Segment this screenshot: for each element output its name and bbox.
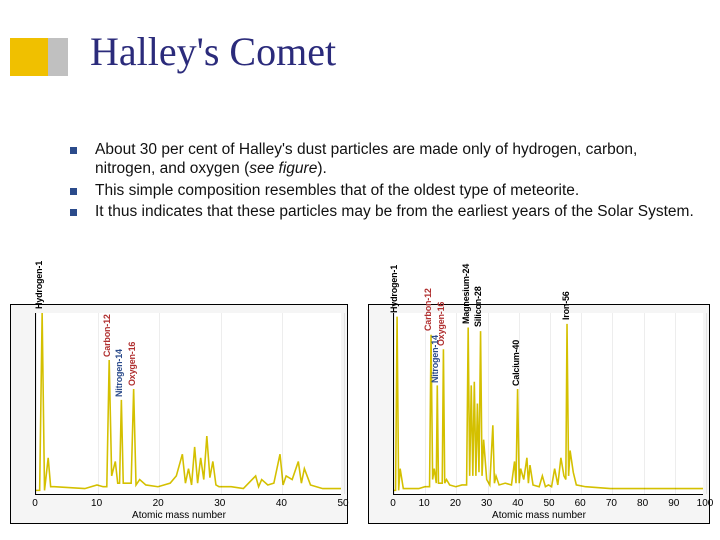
peak-label: Carbon-12 xyxy=(102,314,112,357)
x-tick: 0 xyxy=(32,498,38,509)
title-accent xyxy=(10,38,68,76)
bullet-icon xyxy=(70,188,77,195)
x-tick: 50 xyxy=(337,498,348,509)
x-tick: 70 xyxy=(606,498,617,509)
peak-label: Nitrogen-14 xyxy=(114,350,124,398)
x-tick: 40 xyxy=(276,498,287,509)
spectrum-chart-left: Atomic mass number 01020304050Hydrogen-1… xyxy=(10,304,348,524)
gridline xyxy=(98,313,99,494)
bullet-icon xyxy=(70,147,77,154)
gridline xyxy=(581,313,582,494)
peak-label: Calcium-40 xyxy=(511,340,521,386)
gridline xyxy=(36,313,37,494)
gridline xyxy=(488,313,489,494)
plot-area xyxy=(35,313,341,495)
bullet-text: This simple composition resembles that o… xyxy=(95,181,579,200)
gridline xyxy=(644,313,645,494)
x-tick: 0 xyxy=(390,498,396,509)
peak-label: Hydrogen-1 xyxy=(34,261,44,309)
x-axis-label: Atomic mass number xyxy=(11,510,347,521)
x-tick: 30 xyxy=(214,498,225,509)
x-tick: 60 xyxy=(575,498,586,509)
x-tick: 80 xyxy=(637,498,648,509)
x-tick: 20 xyxy=(450,498,461,509)
charts-row: Atomic mass number 01020304050Hydrogen-1… xyxy=(0,304,720,524)
peak-label: Carbon-12 xyxy=(423,288,433,331)
x-axis-label: Atomic mass number xyxy=(369,510,709,521)
x-tick: 10 xyxy=(91,498,102,509)
list-item: This simple composition resembles that o… xyxy=(70,181,700,200)
x-tick: 50 xyxy=(543,498,554,509)
gridline xyxy=(612,313,613,494)
peak-label: Iron-56 xyxy=(561,291,571,320)
peak-label: Oxygen-16 xyxy=(127,342,137,386)
gridline xyxy=(394,313,395,494)
gridline xyxy=(456,313,457,494)
gridline xyxy=(282,313,283,494)
bullet-list: About 30 per cent of Halley's dust parti… xyxy=(70,140,700,224)
x-tick: 40 xyxy=(512,498,523,509)
spectrum-chart-right: Atomic mass number 010203040506070809010… xyxy=(368,304,710,524)
spectrum-trace xyxy=(36,313,341,490)
x-tick: 20 xyxy=(153,498,164,509)
peak-label: Magnesium-24 xyxy=(461,264,471,324)
bullet-icon xyxy=(70,209,77,216)
x-tick: 90 xyxy=(668,498,679,509)
gridline xyxy=(221,313,222,494)
gridline xyxy=(675,313,676,494)
list-item: About 30 per cent of Halley's dust parti… xyxy=(70,140,700,179)
page-title: Halley's Comet xyxy=(90,28,336,75)
peak-label: Oxygen-16 xyxy=(436,302,446,346)
gridline xyxy=(706,313,707,494)
x-tick: 10 xyxy=(419,498,430,509)
peak-label: Silicon-28 xyxy=(473,287,483,328)
bullet-text: About 30 per cent of Halley's dust parti… xyxy=(95,140,700,179)
gridline xyxy=(344,313,345,494)
peak-label: Hydrogen-1 xyxy=(389,265,399,313)
accent-yellow xyxy=(10,38,48,76)
bullet-text: It thus indicates that these particles m… xyxy=(95,202,694,221)
x-tick: 100 xyxy=(697,498,714,509)
gridline xyxy=(159,313,160,494)
list-item: It thus indicates that these particles m… xyxy=(70,202,700,221)
trace-svg xyxy=(36,313,341,494)
gridline xyxy=(550,313,551,494)
gridline xyxy=(425,313,426,494)
x-tick: 30 xyxy=(481,498,492,509)
accent-gray xyxy=(48,38,68,76)
